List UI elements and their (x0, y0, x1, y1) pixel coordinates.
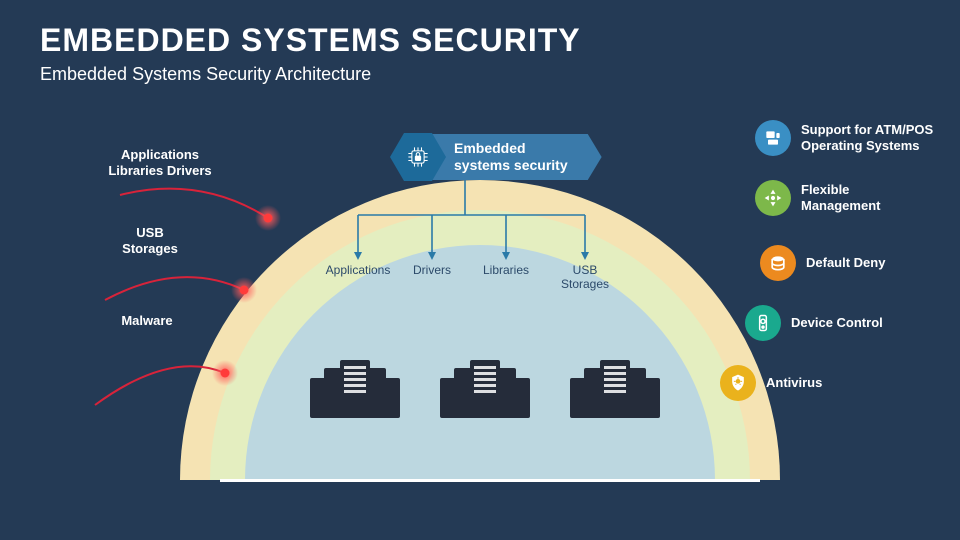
server-cluster-2 (440, 360, 530, 418)
feature-device: Device Control (745, 305, 883, 341)
dome-baseline (220, 479, 760, 482)
subsystem-3: Libraries (478, 263, 534, 277)
feature-label: Support for ATM/POSOperating Systems (801, 122, 933, 155)
feature-label: FlexibleManagement (801, 182, 880, 215)
feature-label: Default Deny (806, 255, 885, 271)
subsystem-2: Drivers (404, 263, 460, 277)
feature-deny: Default Deny (760, 245, 885, 281)
feature-atm: Support for ATM/POSOperating Systems (755, 120, 933, 156)
feature-antivirus: Antivirus (720, 365, 822, 401)
header-badge-label: Embeddedsystems security (428, 134, 602, 180)
subsystem-4: USBStorages (554, 263, 616, 292)
page-title: EMBEDDED SYSTEMS SECURITY (40, 22, 581, 59)
atm-icon (755, 120, 791, 156)
threat-label-3: Malware (102, 313, 192, 329)
feature-label: Device Control (791, 315, 883, 331)
server-row (310, 360, 660, 418)
subsystem-1: Applications (322, 263, 394, 277)
arrows-icon (755, 180, 791, 216)
feature-label: Antivirus (766, 375, 822, 391)
threat-label-2: USBStorages (105, 225, 195, 258)
device-icon (745, 305, 781, 341)
feature-flexible: FlexibleManagement (755, 180, 880, 216)
shield-icon (720, 365, 756, 401)
header-badge: Embeddedsystems security (390, 133, 602, 181)
stack-icon (760, 245, 796, 281)
server-cluster-3 (570, 360, 660, 418)
page-subtitle: Embedded Systems Security Architecture (40, 64, 371, 85)
threat-label-1: ApplicationsLibraries Drivers (95, 147, 225, 180)
architecture-diagram: ApplicationsLibraries Drivers USBStorage… (0, 105, 960, 540)
server-cluster-1 (310, 360, 400, 418)
